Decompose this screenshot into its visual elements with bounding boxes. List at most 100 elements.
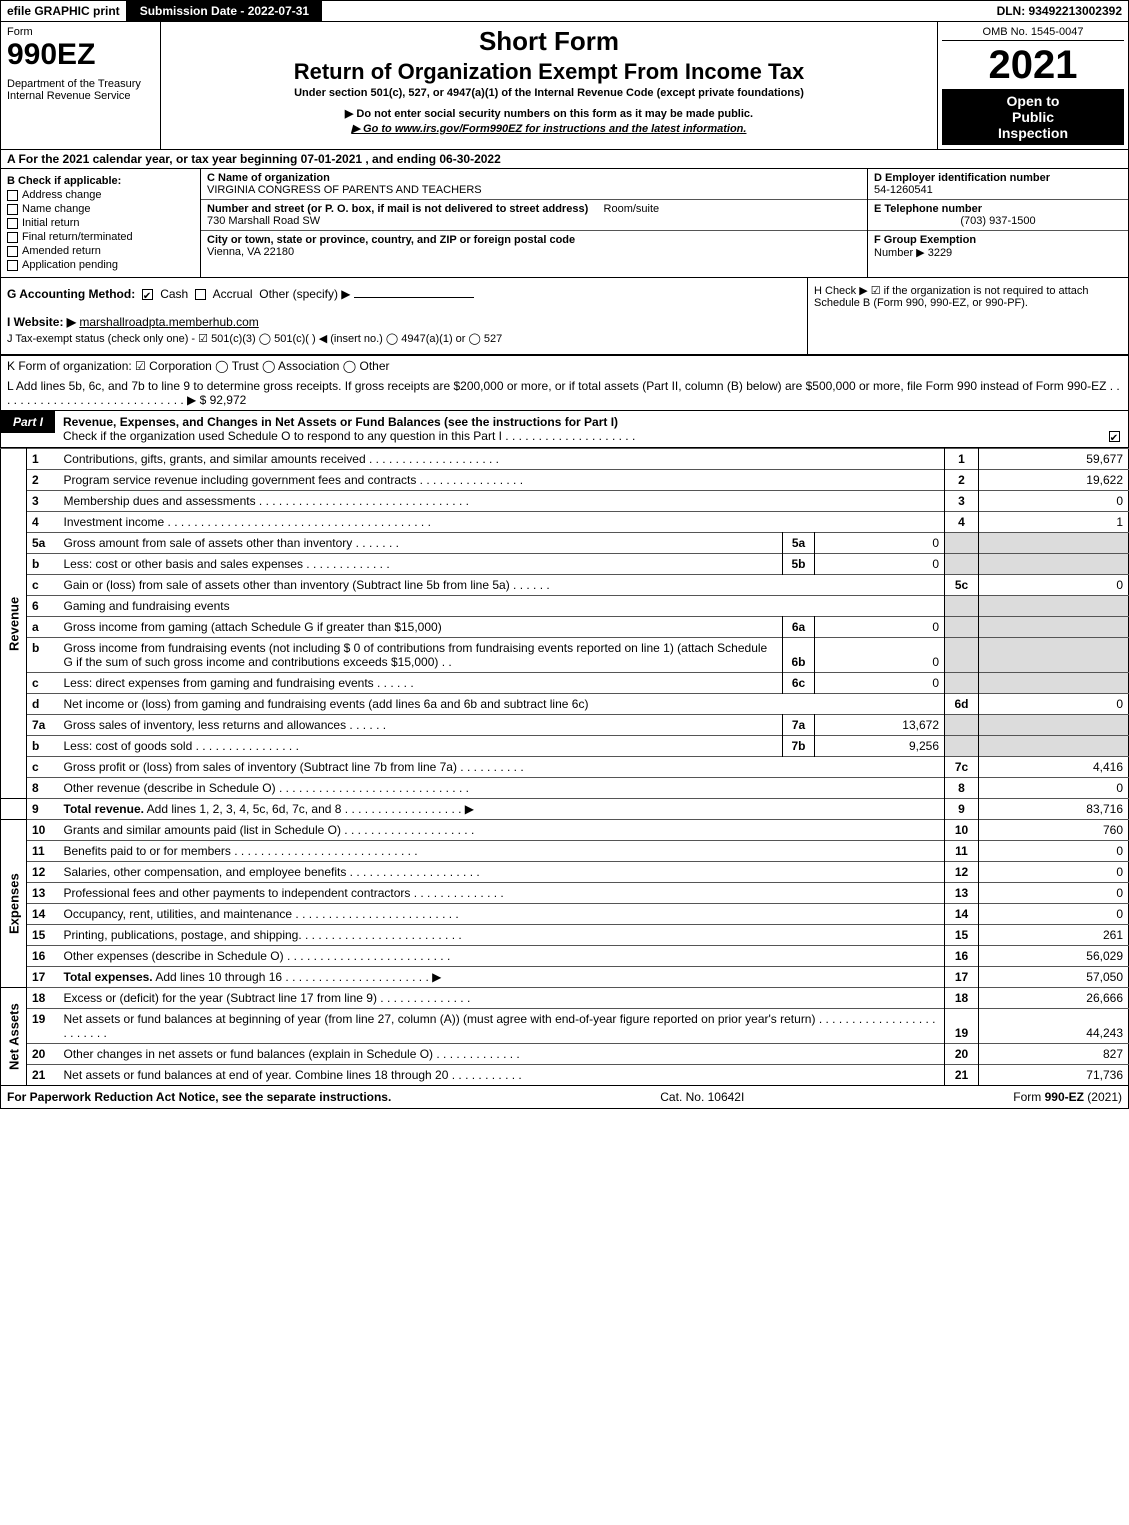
form-word: Form	[7, 26, 154, 38]
line-18-desc: Excess or (deficit) for the year (Subtra…	[59, 988, 945, 1009]
line-18-box: 18	[945, 988, 979, 1009]
line-5c-num: c	[27, 575, 59, 596]
line-7c-desc: Gross profit or (loss) from sales of inv…	[59, 757, 945, 778]
line-17-num: 17	[27, 967, 59, 988]
line-12-amt: 0	[979, 862, 1129, 883]
line-6-num: 6	[27, 596, 59, 617]
line-6c-desc: Less: direct expenses from gaming and fu…	[59, 673, 783, 694]
website-value[interactable]: marshallroadpta.memberhub.com	[79, 315, 258, 329]
part-1-header: Part I Revenue, Expenses, and Changes in…	[0, 411, 1129, 448]
room-label: Room/suite	[604, 203, 660, 215]
line-6-desc: Gaming and fundraising events	[59, 596, 945, 617]
line-17-amt: 57,050	[979, 967, 1129, 988]
section-c: C Name of organization VIRGINIA CONGRESS…	[201, 169, 868, 277]
line-l: L Add lines 5b, 6c, and 7b to line 9 to …	[0, 376, 1129, 411]
line-6b-desc: Gross income from fundraising events (no…	[59, 638, 783, 673]
line-11-box: 11	[945, 841, 979, 862]
line-17-desc: Total expenses. Add lines 10 through 16 …	[59, 967, 945, 988]
form-title: Return of Organization Exempt From Incom…	[169, 59, 929, 85]
open-line-2: Public	[946, 109, 1120, 125]
line-7a-subamt: 13,672	[815, 715, 945, 736]
chk-accrual[interactable]	[195, 289, 206, 300]
f-label2: Number ▶	[874, 247, 925, 259]
g-label: G Accounting Method:	[7, 287, 135, 301]
line-2-box: 2	[945, 470, 979, 491]
line-15-desc: Printing, publications, postage, and shi…	[59, 925, 945, 946]
line-3-amt: 0	[979, 491, 1129, 512]
line-5b-amt-shade	[979, 554, 1129, 575]
efile-print-label[interactable]: efile GRAPHIC print	[1, 1, 128, 21]
line-7a-num: 7a	[27, 715, 59, 736]
line-3-box: 3	[945, 491, 979, 512]
line-8-box: 8	[945, 778, 979, 799]
line-4-num: 4	[27, 512, 59, 533]
line-6-amt-shade	[979, 596, 1129, 617]
open-public-inspection: Open to Public Inspection	[942, 89, 1124, 145]
part-1-table: Revenue 1 Contributions, gifts, grants, …	[0, 448, 1129, 1086]
line-7a-box-shade	[945, 715, 979, 736]
d-label: D Employer identification number	[874, 172, 1050, 184]
line-9-num: 9	[27, 799, 59, 820]
street-value: 730 Marshall Road SW	[207, 215, 320, 227]
chk-final-return[interactable]: Final return/terminated	[7, 231, 194, 243]
line-20-box: 20	[945, 1044, 979, 1065]
line-19-num: 19	[27, 1009, 59, 1044]
chk-address-change[interactable]: Address change	[7, 189, 194, 201]
part-1-text: Revenue, Expenses, and Changes in Net As…	[55, 411, 1104, 447]
tax-year: 2021	[942, 45, 1124, 85]
chk-cash[interactable]	[142, 289, 153, 300]
warn-link: ▶ Go to www.irs.gov/Form990EZ for instru…	[169, 122, 929, 135]
line-17-box: 17	[945, 967, 979, 988]
line-6a-num: a	[27, 617, 59, 638]
chk-name-change[interactable]: Name change	[7, 203, 194, 215]
chk-initial-return-label: Initial return	[22, 217, 79, 229]
line-7b-desc: Less: cost of goods sold . . . . . . . .…	[59, 736, 783, 757]
line-7b-subamt: 9,256	[815, 736, 945, 757]
chk-initial-return[interactable]: Initial return	[7, 217, 194, 229]
line-1-num: 1	[27, 449, 59, 470]
line-11-amt: 0	[979, 841, 1129, 862]
line-5a-subnum: 5a	[783, 533, 815, 554]
line-4-box: 4	[945, 512, 979, 533]
group-exemption-value: 3229	[928, 247, 952, 259]
line-14-desc: Occupancy, rent, utilities, and maintena…	[59, 904, 945, 925]
dept-line-2: Internal Revenue Service	[7, 90, 154, 102]
line-16-amt: 56,029	[979, 946, 1129, 967]
form-header-left: Form 990EZ Department of the Treasury In…	[1, 22, 161, 149]
line-18-num: 18	[27, 988, 59, 1009]
line-14-num: 14	[27, 904, 59, 925]
line-13-box: 13	[945, 883, 979, 904]
line-18-amt: 26,666	[979, 988, 1129, 1009]
other-specify-line	[354, 297, 474, 298]
dept-line-1: Department of the Treasury	[7, 78, 154, 90]
line-9-amt: 83,716	[979, 799, 1129, 820]
line-5b-num: b	[27, 554, 59, 575]
line-16-desc: Other expenses (describe in Schedule O) …	[59, 946, 945, 967]
city-label: City or town, state or province, country…	[207, 234, 575, 246]
line-10-desc: Grants and similar amounts paid (list in…	[59, 820, 945, 841]
line-19-desc: Net assets or fund balances at beginning…	[59, 1009, 945, 1044]
h-text: H Check ▶ ☑ if the organization is not r…	[814, 284, 1122, 309]
line-6c-box-shade	[945, 673, 979, 694]
expenses-vlabel: Expenses	[1, 820, 27, 988]
line-5a-amt-shade	[979, 533, 1129, 554]
line-6b-amt-shade	[979, 638, 1129, 673]
warn-link-text[interactable]: ▶ Go to www.irs.gov/Form990EZ for instru…	[352, 123, 747, 135]
chk-application-pending-label: Application pending	[22, 259, 118, 271]
chk-application-pending[interactable]: Application pending	[7, 259, 194, 271]
chk-name-change-label: Name change	[22, 203, 91, 215]
chk-amended-return[interactable]: Amended return	[7, 245, 194, 257]
form-header-right: OMB No. 1545-0047 2021 Open to Public In…	[938, 22, 1128, 149]
line-14-box: 14	[945, 904, 979, 925]
page-footer: For Paperwork Reduction Act Notice, see …	[0, 1086, 1129, 1109]
b-label: B Check if applicable:	[7, 175, 194, 187]
section-b: B Check if applicable: Address change Na…	[1, 169, 201, 277]
f-label: F Group Exemption	[874, 234, 976, 246]
line-5c-desc: Gain or (loss) from sale of assets other…	[59, 575, 945, 596]
line-11-num: 11	[27, 841, 59, 862]
accrual-label: Accrual	[213, 287, 253, 301]
line-6c-subamt: 0	[815, 673, 945, 694]
line-9-box: 9	[945, 799, 979, 820]
g-left: G Accounting Method: Cash Accrual Other …	[1, 278, 808, 354]
part-1-checkbox[interactable]	[1104, 411, 1128, 443]
